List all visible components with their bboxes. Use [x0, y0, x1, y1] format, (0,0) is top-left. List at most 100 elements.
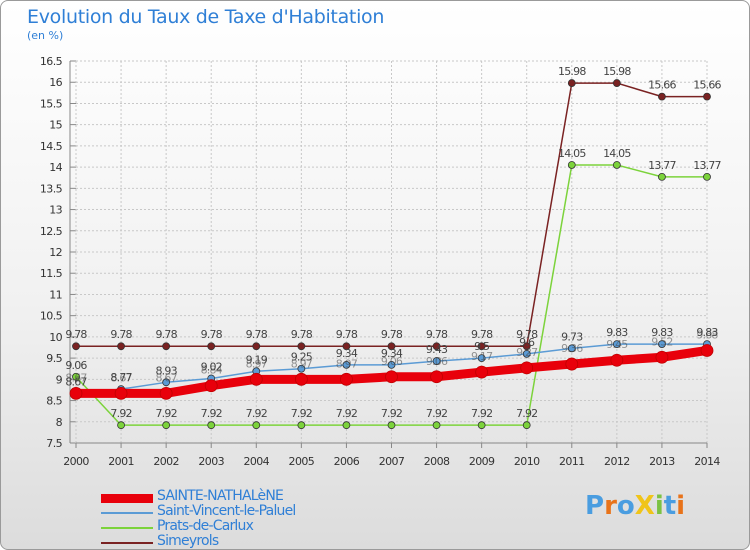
data-label: 7.92	[246, 407, 267, 420]
data-label: 9.06	[426, 355, 448, 368]
data-point	[522, 349, 531, 358]
data-point	[612, 340, 621, 349]
y-tick-label: 8.5	[46, 395, 62, 408]
data-label: 9.06	[381, 355, 403, 368]
y-tick-label: 8	[56, 416, 63, 429]
x-tick-label: 2013	[649, 455, 675, 468]
data-point	[342, 361, 351, 369]
data-point	[342, 421, 351, 430]
data-label: 8.67	[110, 371, 132, 384]
legend-label: Simeyrols	[157, 533, 219, 549]
x-tick-label: 2007	[379, 455, 405, 468]
data-label: 15.66	[693, 79, 721, 92]
data-label: 14.05	[558, 147, 586, 160]
x-tick-label: 2008	[424, 455, 450, 468]
data-point	[72, 342, 80, 351]
legend-swatch	[101, 512, 153, 514]
logo-letter: r	[604, 491, 617, 521]
data-point	[658, 92, 666, 101]
data-point	[610, 353, 624, 367]
chart-subtitle: (en %)	[27, 29, 64, 42]
data-point	[658, 172, 666, 181]
data-label: 7.92	[516, 407, 537, 420]
data-point	[432, 342, 441, 351]
x-tick-label: 2000	[63, 455, 89, 468]
logo-letter: i	[676, 491, 686, 521]
data-label: 8.97	[336, 357, 358, 370]
data-label: 8.97	[291, 357, 313, 370]
data-label: 9.78	[336, 328, 358, 341]
data-label: 15.66	[648, 79, 676, 92]
y-tick-label: 12.5	[40, 225, 63, 238]
data-label: 8.93	[155, 364, 177, 377]
x-tick-label: 2001	[108, 455, 134, 468]
y-tick-label: 13	[49, 204, 62, 217]
data-point	[162, 378, 171, 387]
data-point	[252, 421, 261, 430]
data-point	[703, 172, 711, 181]
data-point	[432, 357, 441, 365]
data-label: 7.92	[381, 407, 402, 420]
y-tick-label: 10	[49, 331, 62, 344]
data-label: 9.78	[65, 328, 87, 341]
y-tick-label: 13.5	[40, 182, 63, 195]
data-point	[114, 386, 128, 400]
data-label: 9.78	[155, 328, 177, 341]
y-tick-label: 9.5	[46, 352, 62, 365]
data-point	[612, 161, 621, 169]
data-point	[475, 365, 489, 379]
data-point	[204, 379, 218, 393]
data-label: 8.67	[65, 371, 87, 384]
data-label: 8.97	[246, 357, 268, 370]
data-point	[567, 79, 576, 87]
proxiti-logo: ProXiti	[585, 491, 685, 521]
data-label: 8.84	[201, 364, 223, 377]
data-label: 9.34	[381, 347, 403, 360]
y-tick-label: 10.5	[40, 310, 63, 323]
data-point	[162, 421, 171, 430]
data-point	[612, 79, 621, 87]
data-label: 9.83	[606, 326, 628, 339]
y-tick-label: 9	[56, 373, 63, 386]
data-point	[700, 344, 714, 357]
data-point	[565, 357, 579, 371]
logo-letter: P	[585, 491, 605, 521]
data-label: 9.78	[201, 328, 223, 341]
data-label: 9.02	[201, 360, 222, 373]
data-point	[387, 342, 396, 351]
x-tick-label: 2004	[243, 455, 269, 468]
logo-letter: o	[616, 491, 635, 521]
data-point	[385, 370, 398, 384]
data-point	[655, 350, 669, 364]
data-label: 7.92	[110, 407, 131, 420]
data-point	[162, 342, 171, 351]
data-label: 15.98	[558, 65, 586, 78]
legend-swatch	[101, 542, 153, 544]
logo-letter: i	[654, 491, 664, 521]
data-point	[297, 421, 306, 430]
y-tick-label: 15	[49, 119, 62, 132]
data-point	[340, 372, 353, 386]
y-tick-label: 11.5	[40, 267, 63, 280]
y-tick-label: 16.5	[40, 55, 63, 68]
data-label: 8.67	[155, 371, 177, 384]
data-label: 9.78	[110, 328, 132, 341]
logo-letter: t	[663, 491, 677, 521]
data-point	[117, 421, 125, 430]
data-point	[522, 342, 531, 351]
data-point	[387, 361, 396, 369]
legend-label: Prats-de-Carlux	[157, 518, 254, 534]
data-label: 9.52	[651, 335, 672, 348]
data-label: 9.17	[471, 350, 493, 363]
data-label: 9.83	[651, 326, 673, 339]
x-tick-label: 2010	[514, 455, 540, 468]
data-label: 9.6	[519, 336, 535, 349]
data-label: 9.27	[516, 346, 538, 359]
y-tick-label: 7.5	[46, 437, 62, 450]
x-tick-label: 2011	[559, 455, 585, 468]
x-tick-label: 2014	[694, 455, 720, 468]
y-tick-label: 14.5	[40, 140, 63, 153]
data-point	[430, 370, 443, 384]
data-point	[117, 342, 125, 351]
